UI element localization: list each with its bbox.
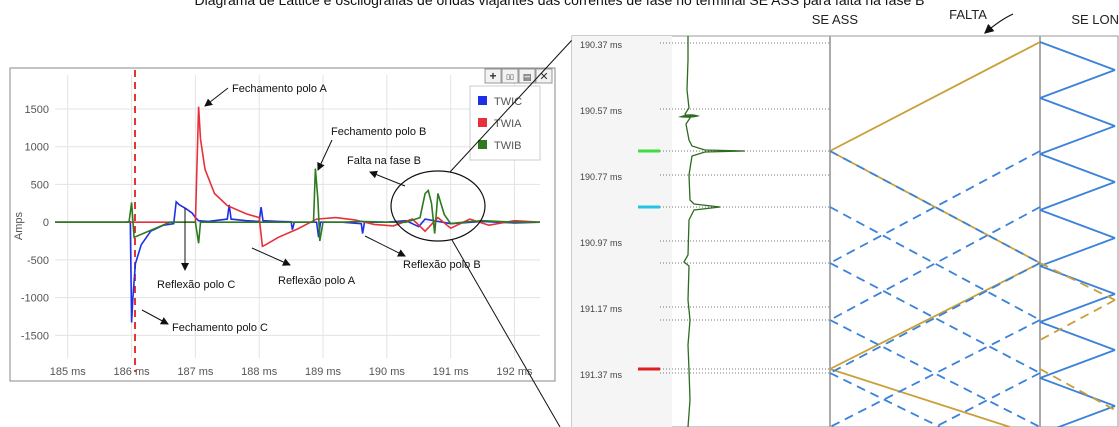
lattice-wave-segment <box>1039 181 1116 211</box>
lattice-wave-paths <box>829 41 1116 427</box>
lattice-wave-segment <box>829 206 1041 321</box>
lattice-wave-segment <box>1039 237 1116 267</box>
lattice-wave-segment <box>1039 69 1116 99</box>
left-chart: 1500 1000 500 0 -500 -1000 -1500 185 ms 186 ms 18… <box>9 67 556 382</box>
y-tick-label: 1500 <box>25 104 49 116</box>
waveform-burst <box>678 114 700 118</box>
lattice-time-labels: 190.37 ms 190.57 ms 190.77 ms 190.97 ms … <box>580 40 623 380</box>
y-tick-label: -1500 <box>21 330 49 342</box>
legend-label-twib: TWIB <box>494 140 522 152</box>
arrow-reflexao-a <box>251 247 291 266</box>
annotation-fechamento-a: Fechamento polo A <box>232 83 327 95</box>
arrow-fechamento-a <box>204 87 229 107</box>
close-icon: ✕ <box>539 71 548 83</box>
lattice-wave-segment <box>829 150 1041 264</box>
lattice-wave-segment <box>1056 405 1116 427</box>
y-tick-label: 0 <box>43 217 49 229</box>
x-tick-label: 186 ms <box>114 366 151 378</box>
y-tick-label: -1000 <box>21 293 49 305</box>
arrow-falta-b <box>369 170 406 187</box>
arrow-fechamento-b <box>317 139 333 171</box>
annotation-reflexao-b: Reflexão polo B <box>403 259 481 271</box>
stack-icon: ▯▯ <box>506 74 514 81</box>
zoom-connector-bottom <box>451 239 561 427</box>
time-label: 190.37 ms <box>580 40 623 50</box>
series-line-twia <box>55 106 541 248</box>
lattice-wave-segment <box>829 262 1041 374</box>
y-tick-label: -500 <box>27 255 49 267</box>
legend-label-twic: TWIC <box>494 96 522 108</box>
plus-icon: + <box>489 69 496 83</box>
time-label: 191.17 ms <box>580 304 623 314</box>
lattice-wave-segment <box>1039 377 1116 407</box>
arrow-fechamento-c <box>141 309 169 325</box>
y-axis-label: Amps <box>13 211 25 240</box>
legend-label-twia: TWIA <box>494 118 522 130</box>
lattice-wave-segment <box>829 262 1041 370</box>
lattice-wave-segment <box>829 262 1041 374</box>
time-label: 190.57 ms <box>580 106 623 116</box>
zoom-ellipse <box>390 170 486 242</box>
x-tick-label: 192 ms <box>496 366 533 378</box>
lattice-wave-segment <box>829 368 1011 427</box>
stack-view-button[interactable] <box>501 68 519 84</box>
lattice-wave-segment <box>829 206 1041 321</box>
x-tick-label: 185 ms <box>50 366 87 378</box>
lattice-wave-segment <box>1039 321 1116 351</box>
lattice-wave-segment <box>1039 97 1116 127</box>
lattice-wave-segment <box>1039 41 1116 71</box>
lattice-wave-segment <box>1039 153 1116 183</box>
x-tick-label: 191 ms <box>433 366 470 378</box>
close-button[interactable] <box>535 68 553 84</box>
legend-swatch-twia <box>478 118 487 127</box>
lattice-wave-segment <box>829 319 1041 427</box>
figure-caption: Diagrama de Lattice e oscilografias de o… <box>194 0 925 8</box>
terminal-label-se-ass: SE ASS <box>812 12 859 27</box>
x-tick-label: 190 ms <box>369 366 406 378</box>
add-button[interactable] <box>484 68 502 84</box>
left-chart-frame <box>9 67 556 382</box>
lattice-wave-segment <box>1039 349 1116 379</box>
terminal-label-se-lon: SE LON <box>1071 12 1119 27</box>
lattice-wave-segment <box>934 372 1041 427</box>
annotation-reflexao-c: Reflexão polo C <box>157 279 235 291</box>
time-label: 191.37 ms <box>580 370 623 380</box>
split-icon: ▤ <box>523 72 532 82</box>
annotation-reflexao-a: Reflexão polo A <box>278 275 356 287</box>
left-chart-series <box>55 106 541 323</box>
lattice-wave-segment <box>1039 265 1116 295</box>
lattice-wave-segment <box>829 372 941 427</box>
arrow-reflexao-b <box>364 235 406 257</box>
lattice-wave-segment <box>829 319 1041 427</box>
lattice-wave-segment <box>1039 125 1116 155</box>
chart-legend: TWIC TWIA TWIB <box>469 85 541 161</box>
x-tick-label: 189 ms <box>305 366 342 378</box>
legend-swatch-twic <box>478 96 487 105</box>
x-tick-label: 187 ms <box>177 366 214 378</box>
annotation-falta-b: Falta na fase B <box>347 155 421 167</box>
split-view-button[interactable] <box>518 68 536 84</box>
series-line-twib <box>55 168 540 244</box>
legend-swatch-twib <box>478 140 487 149</box>
fault-label: FALTA <box>949 7 987 22</box>
lattice-wave-segment <box>829 41 1041 152</box>
lattice-wave-segment <box>829 150 1041 264</box>
annotations: Fechamento polo A Fechamento polo B Falt… <box>141 83 481 334</box>
y-tick-label: 1000 <box>25 142 49 154</box>
zoom-connector-top <box>449 39 573 173</box>
time-label: 190.97 ms <box>580 238 623 248</box>
annotation-fechamento-b: Fechamento polo B <box>331 126 426 138</box>
annotation-fechamento-c: Fechamento polo C <box>172 322 268 334</box>
lattice-wave-segment <box>1039 293 1116 323</box>
y-tick-label: 500 <box>31 179 49 191</box>
x-tick-label: 188 ms <box>241 366 278 378</box>
fault-arrow <box>984 13 1014 34</box>
lattice-wave-segment <box>1039 209 1116 239</box>
chart-toolbar: + ▯▯ ▤ ✕ <box>484 68 553 84</box>
time-label: 190.77 ms <box>580 172 623 182</box>
left-chart-axis-labels: 1500 1000 500 0 -500 -1000 -1500 185 ms 186 ms 18… <box>21 104 533 378</box>
time-axis-band <box>572 36 672 427</box>
lattice-diagram: SE ASS FALTA SE LON 190.37 ms 190.57 ms … <box>571 7 1119 427</box>
